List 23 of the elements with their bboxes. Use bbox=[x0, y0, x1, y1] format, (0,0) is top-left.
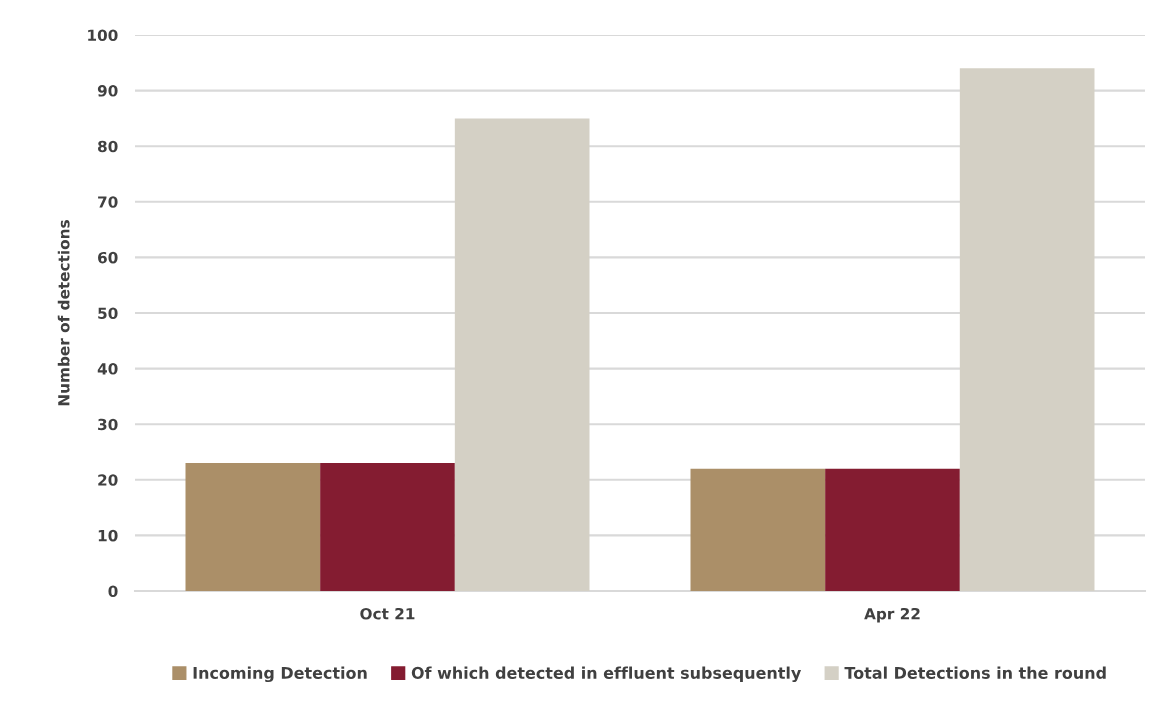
y-tick-label: 20 bbox=[98, 474, 118, 486]
y-tick-label: 80 bbox=[98, 140, 118, 153]
y-tick-label: 90 bbox=[97, 85, 118, 97]
bar bbox=[690, 468, 826, 591]
y-tick-label: 10 bbox=[98, 529, 118, 542]
y-tick-label: 50 bbox=[98, 307, 118, 320]
legend-label: Incoming Detection bbox=[193, 666, 367, 683]
y-tick-label: 0 bbox=[108, 585, 118, 598]
bar bbox=[825, 468, 960, 591]
y-tick-label: 40 bbox=[97, 363, 118, 375]
legend-label: Total Detections in the round bbox=[844, 666, 1106, 679]
x-tick-label: Apr 22 bbox=[864, 607, 920, 623]
y-tick-label: 30 bbox=[98, 418, 118, 431]
y-tick-label: 70 bbox=[98, 196, 118, 208]
y-tick-label: 60 bbox=[98, 251, 118, 264]
y-axis-title: Number of detections bbox=[57, 220, 70, 406]
bar bbox=[454, 118, 590, 591]
legend-label: Of which detected in effluent subsequently bbox=[411, 666, 802, 683]
x-tick-label: Oct 21 bbox=[360, 607, 415, 620]
y-tick-label: 100 bbox=[88, 29, 118, 42]
bar bbox=[959, 68, 1095, 591]
bar bbox=[320, 463, 455, 591]
bar bbox=[185, 463, 321, 591]
